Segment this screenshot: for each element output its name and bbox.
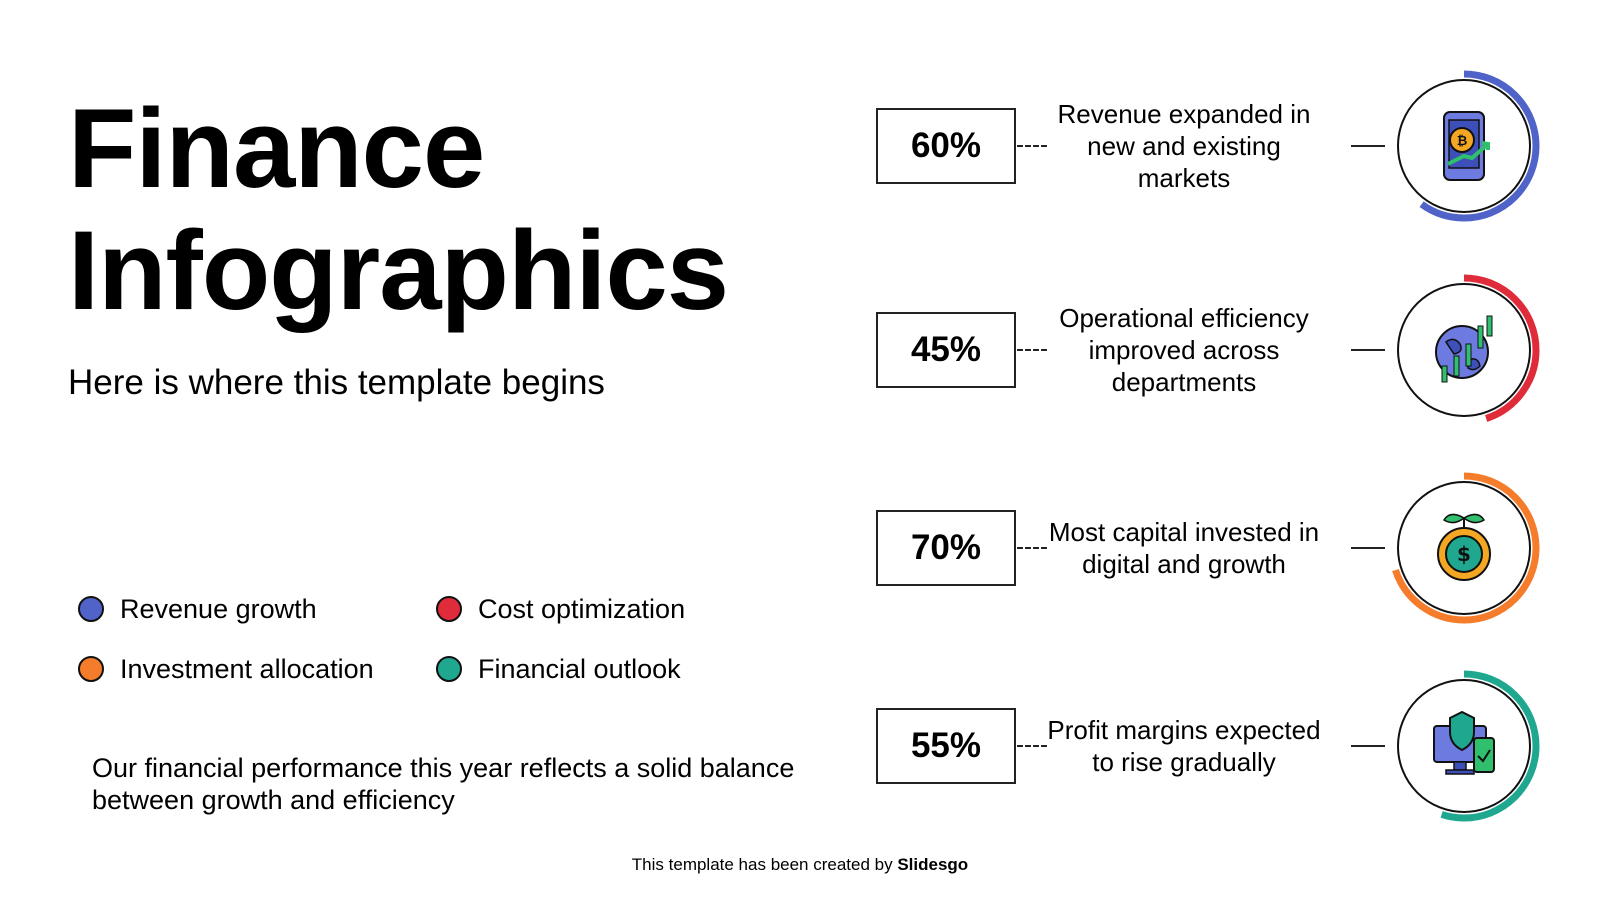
title-line-2: Infographics (68, 208, 729, 333)
ring-outline (1397, 679, 1531, 813)
dashed-connector (1017, 349, 1047, 351)
ring-outline (1397, 79, 1531, 213)
summary-text: Our financial performance this year refl… (92, 753, 795, 815)
percent-value: 55% (910, 726, 982, 765)
stat-row-revenue: 60% Revenue expanded in new and existing… (876, 66, 1540, 226)
solid-connector (1351, 349, 1385, 351)
stat-text: Most capital invested in digital and gro… (1048, 517, 1320, 579)
stat-description: Profit margins expected to rise graduall… (1046, 698, 1322, 794)
progress-ring (1388, 670, 1540, 822)
solid-connector (1351, 145, 1385, 147)
legend-item-revenue-growth: Revenue growth (78, 592, 317, 626)
dashed-connector (1017, 547, 1047, 549)
percent-box: 70% (876, 510, 1016, 586)
percent-value: 45% (910, 330, 982, 369)
solid-connector (1351, 547, 1385, 549)
percent-box: 45% (876, 312, 1016, 388)
legend-label: Revenue growth (120, 594, 317, 624)
subtitle: Here is where this template begins (68, 363, 605, 402)
legend-item-financial-outlook: Financial outlook (436, 652, 681, 686)
percent-box: 60% (876, 108, 1016, 184)
title-line-1: Finance (68, 86, 485, 211)
percent-value: 70% (910, 528, 982, 567)
svg-text:$: $ (1457, 542, 1471, 566)
legend-dot-icon (436, 656, 462, 682)
stat-text: Profit margins expected to rise graduall… (1047, 715, 1321, 777)
footer-prefix: This template has been created by (631, 855, 898, 874)
dashed-connector (1017, 145, 1047, 147)
stat-row-profit: 55% Profit margins expected to rise grad… (876, 666, 1540, 826)
stat-text: Revenue expanded in new and existing mar… (1057, 99, 1311, 193)
page-title: Finance Infographics (68, 86, 729, 333)
phone-bitcoin-growth-icon: ₿ (1443, 111, 1490, 181)
legend-label: Cost optimization (478, 594, 686, 624)
svg-text:₿: ₿ (1457, 134, 1468, 149)
progress-ring (1388, 274, 1540, 426)
legend-item-investment-allocation: Investment allocation (78, 652, 374, 686)
legend-dot-icon (436, 596, 462, 622)
ring-progress-arc (1388, 670, 1540, 822)
stat-description: Operational efficiency improved across d… (1046, 302, 1322, 398)
footer-brand-link[interactable]: Slidesgo (897, 855, 969, 874)
shield-monitor-phone-icon (1433, 710, 1495, 775)
legend-item-cost-optimization: Cost optimization (436, 592, 685, 626)
stat-text: Operational efficiency improved across d… (1059, 303, 1309, 397)
dashed-connector (1017, 745, 1047, 747)
solid-connector (1351, 745, 1385, 747)
ring-progress-arc (1388, 274, 1540, 426)
ring-progress-arc (1388, 472, 1540, 624)
globe-candlestick-chart-icon (1435, 315, 1493, 383)
stat-row-efficiency: 45% Operational efficiency improved acro… (876, 270, 1540, 430)
footer-credit: This template has been created by Slides… (0, 854, 1600, 876)
legend-dot-icon (78, 656, 104, 682)
legend-label: Investment allocation (120, 654, 374, 684)
ring-outline (1397, 283, 1531, 417)
progress-ring: $ (1388, 472, 1540, 624)
legend-label: Financial outlook (478, 654, 681, 684)
stat-row-capital: 70% Most capital invested in digital and… (876, 468, 1540, 628)
legend-dot-icon (78, 596, 104, 622)
ring-progress-arc (1388, 70, 1540, 222)
progress-ring: ₿ (1388, 70, 1540, 222)
stat-description: Most capital invested in digital and gro… (1046, 500, 1322, 596)
stat-description: Revenue expanded in new and existing mar… (1046, 98, 1322, 194)
ring-outline (1397, 481, 1531, 615)
percent-box: 55% (876, 708, 1016, 784)
percent-value: 60% (910, 126, 982, 165)
dollar-coin-plant-icon: $ (1437, 513, 1491, 581)
